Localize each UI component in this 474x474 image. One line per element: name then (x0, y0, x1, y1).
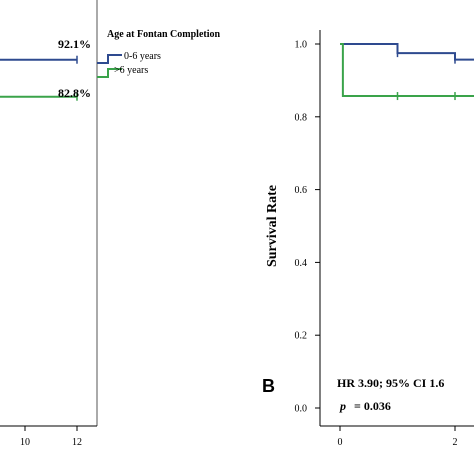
panel-a-x-tick-label: 12 (72, 437, 82, 448)
panel-b-p-label: p (339, 399, 346, 413)
legend-item-gt6: >6 years (114, 65, 148, 76)
panel-b-y-tick-label: 1.0 (295, 40, 308, 51)
panel-b-x-ticks: 024 (338, 426, 458, 448)
legend: Age at Fontan Completion 0-6 years >6 ye… (97, 29, 220, 78)
panel-a-x-ticks: 10 12 (20, 426, 82, 448)
panel-b-series (340, 43, 474, 101)
panel-a: 92.1% 82.8% 10 12 (0, 0, 98, 448)
panel-b-p-value: = 0.036 (354, 399, 391, 413)
panel-a-series (0, 55, 78, 101)
panel-b-x-tick-label: 2 (453, 437, 458, 448)
panel-b-y-tick-label: 0.4 (295, 258, 308, 269)
panel-b-y-axis-label: Survival Rate (265, 185, 280, 267)
panel-b-hr-text: HR 3.90; 95% CI 1.6 (337, 376, 444, 390)
legend-swatch-0-6 (97, 54, 122, 64)
panel-b-y-tick-label: 0.2 (295, 331, 308, 342)
panel-b-y-ticks: 0.0 0.2 0.4 0.6 0.8 1.0 (295, 40, 320, 415)
legend-swatch-gt6 (97, 68, 122, 78)
panel-a-annotation-0-6: 92.1% (58, 37, 91, 51)
panel-a-x-tick-label: 10 (20, 437, 30, 448)
panel-b-y-tick-label: 0.0 (295, 404, 308, 415)
panel-b-series-gt6-years (340, 43, 474, 98)
panel-a-annotation-gt6: 82.8% (58, 86, 91, 100)
panel-b-series-0-6-years (340, 43, 474, 69)
panel-b-label: B (262, 376, 275, 396)
panel-b-y-tick-label: 0.6 (295, 185, 308, 196)
panel-b-y-tick-label: 0.8 (295, 112, 308, 123)
panel-b-x-tick-label: 0 (338, 437, 343, 448)
legend-item-0-6: 0-6 years (124, 51, 161, 62)
legend-title: Age at Fontan Completion (107, 29, 220, 40)
panel-b: Survival Rate 0.00.20.40.60.81.0 024 B H… (262, 30, 474, 448)
